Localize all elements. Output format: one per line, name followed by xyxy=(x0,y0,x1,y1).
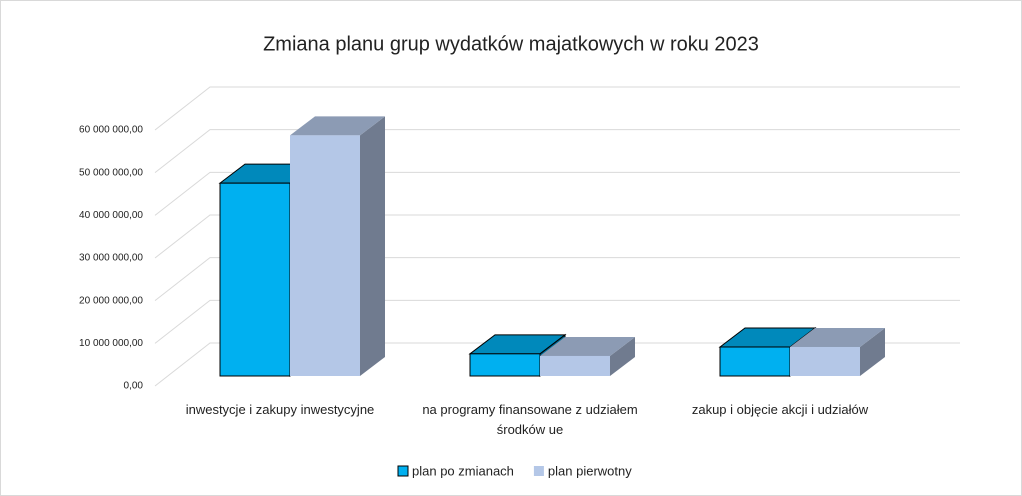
x-tick-label: inwestycje i zakupy inwestycyjne xyxy=(185,402,375,417)
grid-line xyxy=(154,86,960,131)
bar-side xyxy=(610,336,635,376)
bar xyxy=(290,116,385,377)
x-tick-label: zakup i objęcie akcji i udziałów xyxy=(691,402,869,417)
bar xyxy=(790,327,885,376)
grid-line xyxy=(154,257,960,302)
bar-front xyxy=(469,353,541,377)
grid-line xyxy=(154,214,960,259)
bar-front xyxy=(290,135,360,376)
y-tick-label: 30 000 000,00 xyxy=(79,253,143,264)
grid-line xyxy=(154,299,960,344)
y-tick-label: 10 000 000,00 xyxy=(79,338,143,349)
bar-front xyxy=(540,355,610,376)
y-tick-label: 0,00 xyxy=(124,381,144,392)
grid-line xyxy=(154,342,960,387)
grid-line xyxy=(154,129,960,174)
bar-front xyxy=(219,182,291,377)
grid-line xyxy=(154,171,960,216)
y-tick-label: 50 000 000,00 xyxy=(79,167,143,178)
legend-swatch xyxy=(533,466,544,476)
legend-label: plan po zmianach xyxy=(412,463,514,478)
bar-front xyxy=(719,346,791,377)
bar-top xyxy=(540,336,635,356)
legend-swatch xyxy=(397,465,409,477)
legend-label: plan pierwotny xyxy=(548,463,632,478)
bar-side xyxy=(360,116,385,377)
y-tick-label: 60 000 000,00 xyxy=(79,125,143,136)
bar-top xyxy=(790,327,885,347)
x-tick-label: na programy finansowane z udziałem środk… xyxy=(422,402,638,437)
bar xyxy=(540,336,635,376)
y-tick-label: 20 000 000,00 xyxy=(79,295,143,306)
bar-side xyxy=(860,327,885,376)
chart-title: Zmiana planu grup wydatków majatkowych w… xyxy=(263,33,759,55)
y-tick-label: 40 000 000,00 xyxy=(79,210,143,221)
bar-top xyxy=(290,116,385,136)
bar-front xyxy=(790,346,860,376)
